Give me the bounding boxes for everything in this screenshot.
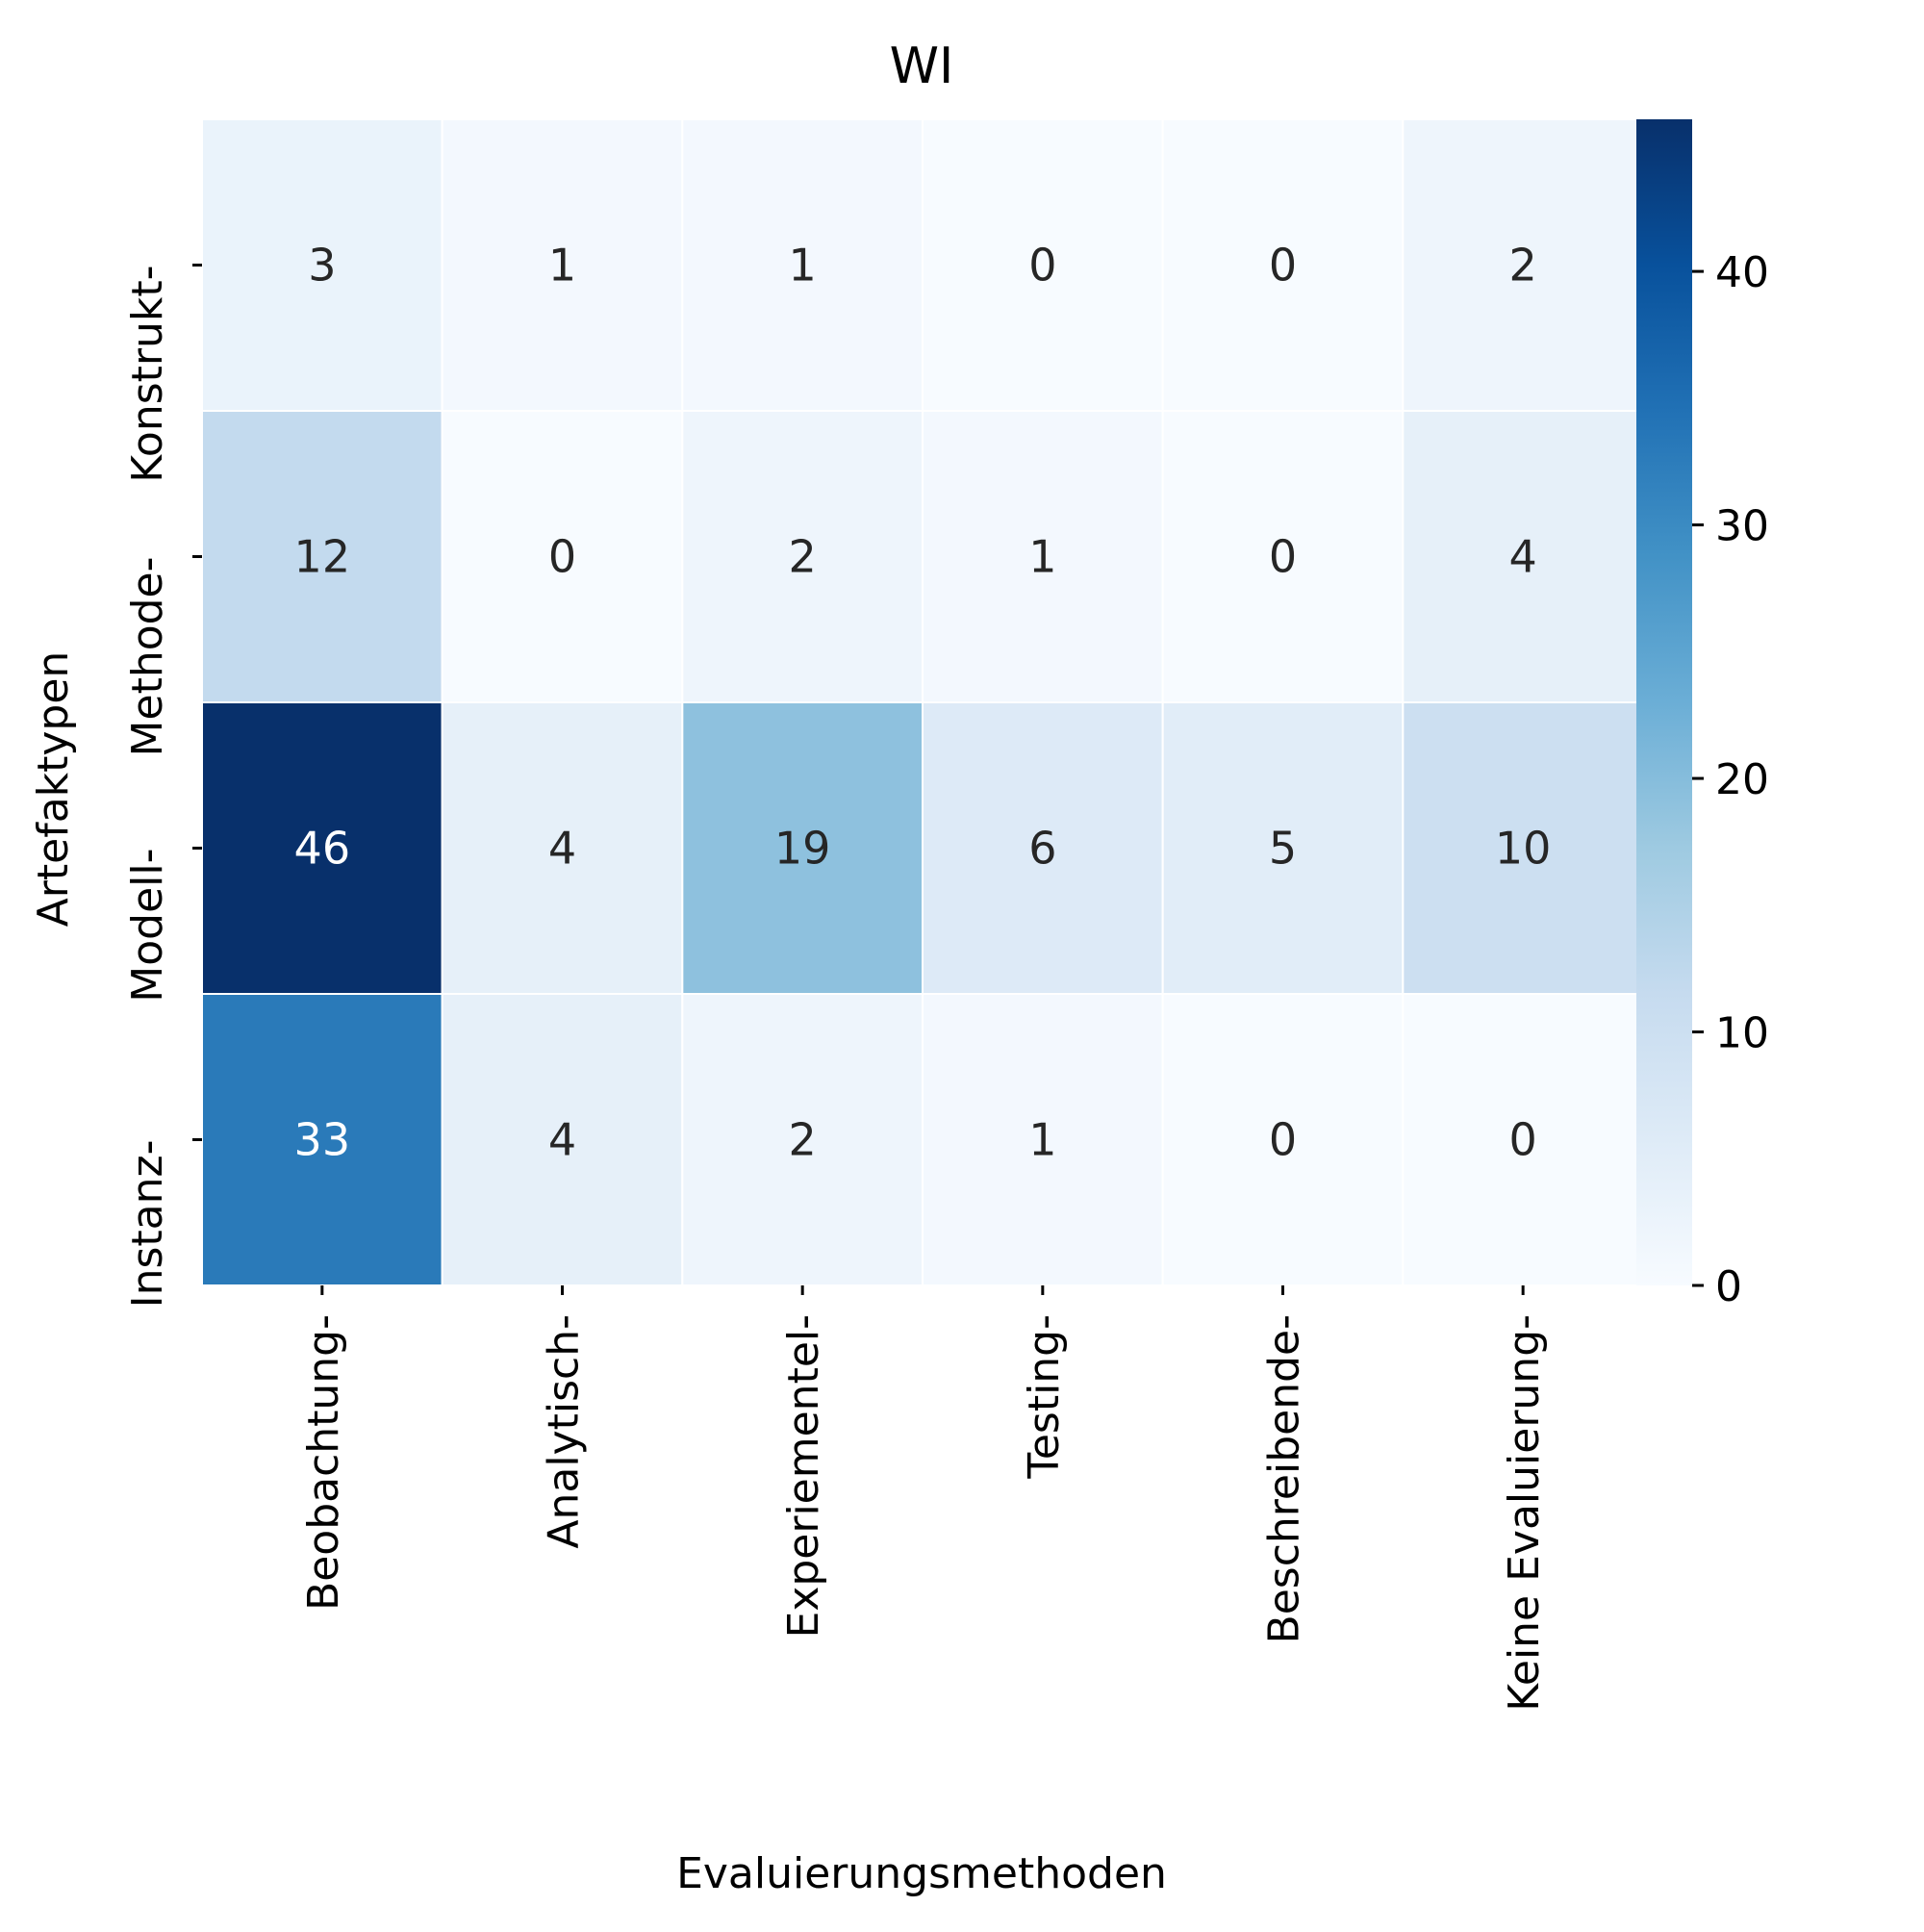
cell-value-label: 19 xyxy=(774,823,831,875)
heatmap-cell xyxy=(922,118,1164,412)
colorbar-tick-label: 0 xyxy=(1715,1262,1742,1311)
cell-value-label: 0 xyxy=(1269,1114,1297,1166)
cell-value-label: 12 xyxy=(294,531,351,583)
heatmap-cell xyxy=(681,993,924,1286)
heatmap-cell xyxy=(441,701,684,995)
cell-value-label: 1 xyxy=(1028,531,1056,583)
cell-value-label: 0 xyxy=(1269,240,1297,292)
y-tick-label: Konstrukt- xyxy=(123,266,172,483)
colorbar xyxy=(1636,119,1692,1285)
heatmap-cell xyxy=(1402,410,1645,703)
heatmap-cell xyxy=(441,993,684,1286)
heatmap-cell xyxy=(1402,701,1645,995)
y-axis-label: Artefaktypen xyxy=(29,651,78,928)
cell-value-label: 3 xyxy=(308,240,336,292)
colorbar-tick-label: 40 xyxy=(1715,248,1769,297)
x-tick-label: Keine Evaluierung- xyxy=(1500,1314,1549,1712)
cell-value-label: 10 xyxy=(1495,823,1552,875)
cell-value-label: 4 xyxy=(548,823,576,875)
x-tick-label: Testing- xyxy=(1020,1314,1069,1480)
colorbar-ticks: 0 10 20 30 40 xyxy=(1692,248,1769,1311)
heatmap-cell xyxy=(441,410,684,703)
cell-value-label: 6 xyxy=(1028,823,1056,875)
heatmap-cell xyxy=(681,701,924,995)
cell-value-label: 1 xyxy=(548,240,576,292)
y-tick-label: Modell- xyxy=(123,849,172,1003)
colorbar-tick-label: 20 xyxy=(1715,755,1769,804)
cell-value-label: 46 xyxy=(294,823,351,875)
y-axis-ticks: Konstrukt- Methode- Modell- Instanz- xyxy=(123,264,202,1309)
x-tick-label: Experiementel- xyxy=(779,1314,828,1638)
cell-value-label: 2 xyxy=(789,1114,817,1166)
heatmap-cell xyxy=(922,410,1164,703)
y-tick-label: Methode- xyxy=(123,557,172,757)
cell-value-label: 0 xyxy=(1509,1114,1537,1166)
heatmap-cell xyxy=(681,118,924,412)
cell-value-label: 2 xyxy=(1509,240,1537,292)
heatmap-cell xyxy=(922,701,1164,995)
heatmap-cell xyxy=(1161,993,1405,1286)
x-tick-label: Beobachtung- xyxy=(299,1314,348,1611)
cell-value-label: 0 xyxy=(1269,531,1297,583)
x-axis-label: Evaluierungsmethoden xyxy=(676,1849,1167,1898)
cell-value-label: 2 xyxy=(789,531,817,583)
heatmap-cell xyxy=(1402,118,1645,412)
heatmap-cell xyxy=(201,701,443,995)
cell-value-label: 4 xyxy=(1509,531,1537,583)
heatmap-cell xyxy=(922,993,1164,1286)
cell-value-label: 5 xyxy=(1269,823,1297,875)
colorbar-tick-label: 10 xyxy=(1715,1009,1769,1058)
heatmap-cell xyxy=(201,993,443,1286)
heatmap-cell xyxy=(1161,118,1405,412)
y-tick-label: Instanz- xyxy=(123,1140,172,1309)
heatmap-cell xyxy=(1161,701,1405,995)
cell-value-label: 0 xyxy=(548,531,576,583)
colorbar-tick-label: 30 xyxy=(1715,502,1769,551)
heatmap-cell xyxy=(441,118,684,412)
cell-value-label: 0 xyxy=(1028,240,1056,292)
heatmap-cell xyxy=(201,118,443,412)
cell-value-label: 4 xyxy=(548,1114,576,1166)
cell-value-label: 1 xyxy=(1028,1114,1056,1166)
cell-value-label: 33 xyxy=(294,1114,351,1166)
x-tick-label: Analytisch- xyxy=(540,1314,589,1549)
chart-title: WI xyxy=(890,38,954,95)
x-tick-label: Beschreibende- xyxy=(1260,1314,1309,1643)
cell-value-label: 1 xyxy=(789,240,817,292)
x-axis-ticks: Beobachtung- Analytisch- Experiementel- Tes… xyxy=(299,1285,1549,1712)
